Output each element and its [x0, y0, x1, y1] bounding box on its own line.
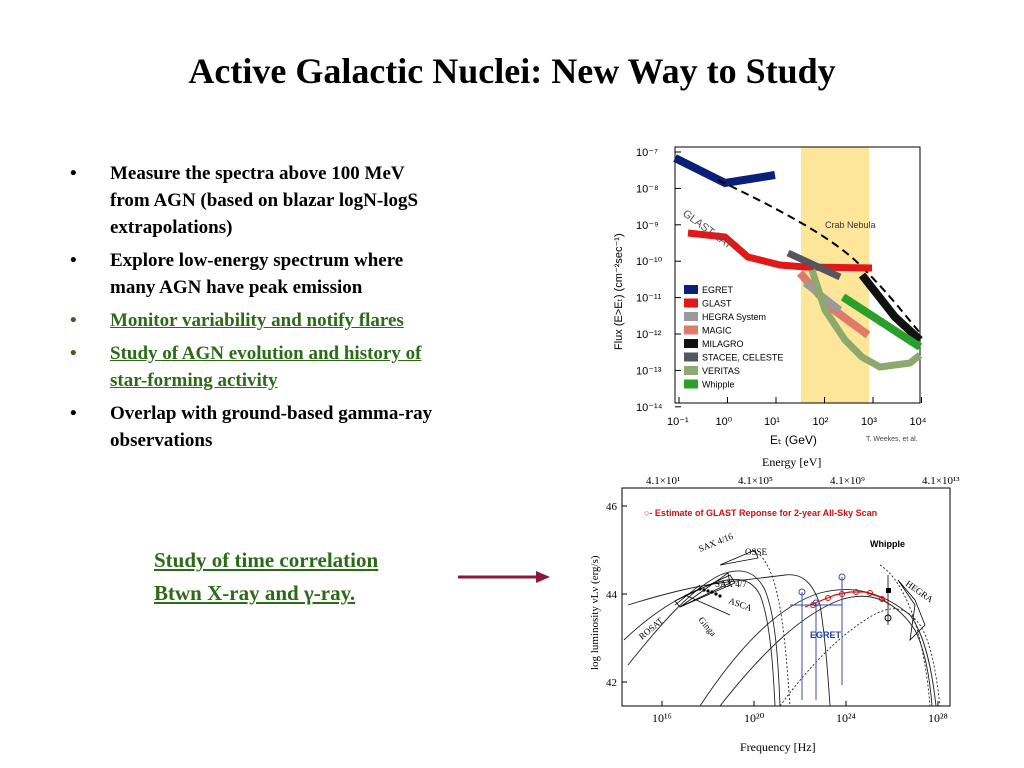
sed-legend-text: ○- Estimate of GLAST Reponse for 2-year …: [644, 508, 877, 518]
flux-credit: T. Weekes, et al.: [866, 436, 918, 443]
sed-y-label: log luminosity νLν (erg/s): [589, 555, 601, 670]
correlation-line-2: Btwn X-ray and γ-ray.: [154, 581, 356, 605]
whipple-curve: [840, 293, 923, 351]
sed-chart: Energy [eV] 4.1×10¹ 4.1×10⁵ 4.1×10⁹ 4.1×10¹…: [589, 455, 960, 754]
legend-label: VERITAS: [702, 366, 740, 376]
egret-label: EGRET: [810, 630, 842, 640]
legend-label: MILAGRO: [702, 339, 744, 349]
legend-swatch: [684, 339, 698, 348]
sed-x-label: Frequency [Hz]: [740, 740, 816, 754]
legend-swatch: [684, 325, 698, 335]
bullet-marker: •: [70, 403, 77, 424]
hegra-label: HEGRA: [904, 578, 936, 604]
bullet-text: Study of AGN evolution and history of sta…: [110, 343, 422, 391]
crab-nebula-label: Crab Nebula: [825, 220, 876, 230]
veritas-curve: [808, 268, 923, 371]
flux-x-ticks: 10⁻¹ 10⁰ 10¹ 10² 10³ 10⁴: [667, 397, 927, 428]
correlation-text: Study of time correlation Btwn X-ray and…: [154, 544, 378, 610]
flux-legend: EGRET GLAST HEGRA System MAGIC MILAGRO STACEE…: [684, 285, 783, 390]
sed-x-tick-label: 10²⁰: [744, 711, 765, 725]
legend-swatch: [684, 352, 698, 362]
flux-y-ticks: 10⁻⁷ 10⁻⁸ 10⁻⁹ 10⁻¹⁰ 10⁻¹¹ 10⁻¹² 10⁻¹³ 10⁻¹⁴: [636, 147, 681, 414]
flux-x-tick-label: 10⁻¹: [667, 416, 689, 428]
milagro-curve: [858, 272, 923, 343]
legend-label: Whipple: [702, 380, 735, 390]
sed-x-ticks: 10¹⁶ 10²⁰ 10²⁴ 10²⁸: [652, 701, 948, 725]
bullet-marker: •: [70, 343, 77, 364]
stacee-curve: [786, 249, 842, 281]
bullet-marker: •: [70, 163, 77, 184]
bullet-item: • Overlap with ground-based gamma-ray obse…: [70, 400, 500, 454]
crab-nebula-line: [717, 179, 921, 334]
flux-y-tick-label: 10⁻¹⁰: [636, 256, 663, 268]
legend-swatch: [684, 379, 698, 389]
sed-y-tick-label: 46: [606, 501, 618, 513]
legend-label: GLAST: [702, 299, 732, 309]
flux-chart: 10⁻⁷ 10⁻⁸ 10⁻⁹ 10⁻¹⁰ 10⁻¹¹ 10⁻¹² 10⁻¹³ 10⁻¹⁴ 10…: [613, 146, 927, 447]
sed-top-tick-label: 4.1×10⁹: [830, 475, 865, 487]
osse-label: OSSE: [745, 547, 768, 557]
legend-label: HEGRA System: [702, 312, 766, 322]
flux-x-tick-label: 10¹: [764, 416, 780, 428]
sed-x-tick-label: 10¹⁶: [652, 711, 672, 725]
asca-points: [698, 587, 722, 598]
flux-y-label: Flux (E>Eₜ) (cm⁻²sec⁻¹): [613, 233, 625, 350]
flux-y-tick-label: 10⁻⁷: [636, 147, 658, 159]
legend-swatch: [684, 298, 698, 308]
legend-swatch: [684, 366, 698, 375]
flux-x-tick-label: 10⁰: [716, 416, 733, 428]
asca-label: ASCA: [727, 595, 753, 613]
legend-label: MAGIC: [702, 326, 732, 336]
flux-y-tick-label: 10⁻¹²: [636, 329, 662, 341]
sed-top-tick-label: 4.1×10¹³: [922, 475, 960, 487]
sed-top-tick-label: 4.1×10¹: [646, 475, 680, 487]
bullet-text: Measure the spectra above 100 MeV from AG…: [110, 163, 419, 238]
egret-points: [790, 573, 846, 700]
bullet-list: • Measure the spectra above 100 MeV from A…: [70, 160, 500, 460]
sax-47-label: SAX 4/7: [715, 579, 747, 589]
whipple-label: Whipple: [870, 539, 905, 549]
sed-y-tick-label: 44: [606, 589, 618, 601]
flux-x-tick-label: 10²: [813, 416, 829, 428]
bullet-item: • Measure the spectra above 100 MeV from A…: [70, 160, 500, 241]
flux-x-tick-label: 10³: [861, 416, 877, 428]
whipple-point: [886, 588, 891, 593]
sed-y-ticks: 46 44 42: [606, 501, 627, 689]
egret-curve: [673, 154, 776, 188]
rosat-label: ROSAT: [637, 615, 666, 641]
bullet-item: • Study of AGN evolution and history of st…: [70, 340, 500, 394]
legend-swatch: [684, 285, 698, 294]
bullet-text: Explore low-energy spectrum where many AG…: [110, 250, 404, 298]
sed-top-tick-label: 4.1×10⁵: [738, 475, 773, 487]
bullet-text: Monitor variability and notify flares: [110, 310, 404, 331]
bullet-text: Overlap with ground-based gamma-ray obser…: [110, 403, 433, 451]
flux-y-tick-label: 10⁻¹⁴: [636, 402, 663, 414]
bullet-marker: •: [70, 250, 77, 271]
legend-swatch: [684, 312, 698, 321]
correlation-line-1: Study of time correlation: [154, 548, 379, 572]
hegra-bowtie: [897, 579, 926, 642]
flux-y-tick-label: 10⁻¹³: [636, 365, 662, 377]
sed-x-tick-label: 10²⁴: [836, 711, 856, 725]
sed-model-curves: [623, 554, 941, 707]
flux-y-tick-label: 10⁻⁸: [636, 183, 659, 195]
bullet-item: • Monitor variability and notify flares: [70, 307, 500, 334]
flux-x-label: Eₜ (GeV): [770, 433, 817, 447]
slide-title: Active Galactic Nuclei: New Way to Study: [188, 51, 836, 91]
sax-416-label: SAX 4/16: [697, 531, 735, 554]
sed-y-tick-label: 42: [606, 677, 617, 689]
ginga-label: Ginga: [696, 615, 718, 638]
flux-y-tick-label: 10⁻⁹: [636, 220, 659, 232]
bullet-item: • Explore low-energy spectrum where many A…: [70, 247, 500, 301]
flux-x-tick-label: 10⁴: [910, 416, 927, 428]
sed-top-axis-label: Energy [eV]: [762, 455, 821, 469]
sed-top-ticks: 4.1×10¹ 4.1×10⁵ 4.1×10⁹ 4.1×10¹³: [646, 475, 960, 487]
legend-label: STACEE, CELESTE: [702, 353, 783, 363]
sed-x-tick-label: 10²⁸: [928, 711, 948, 725]
flux-y-tick-label: 10⁻¹¹: [636, 293, 662, 305]
legend-label: EGRET: [702, 285, 734, 295]
bullet-marker: •: [70, 310, 77, 331]
